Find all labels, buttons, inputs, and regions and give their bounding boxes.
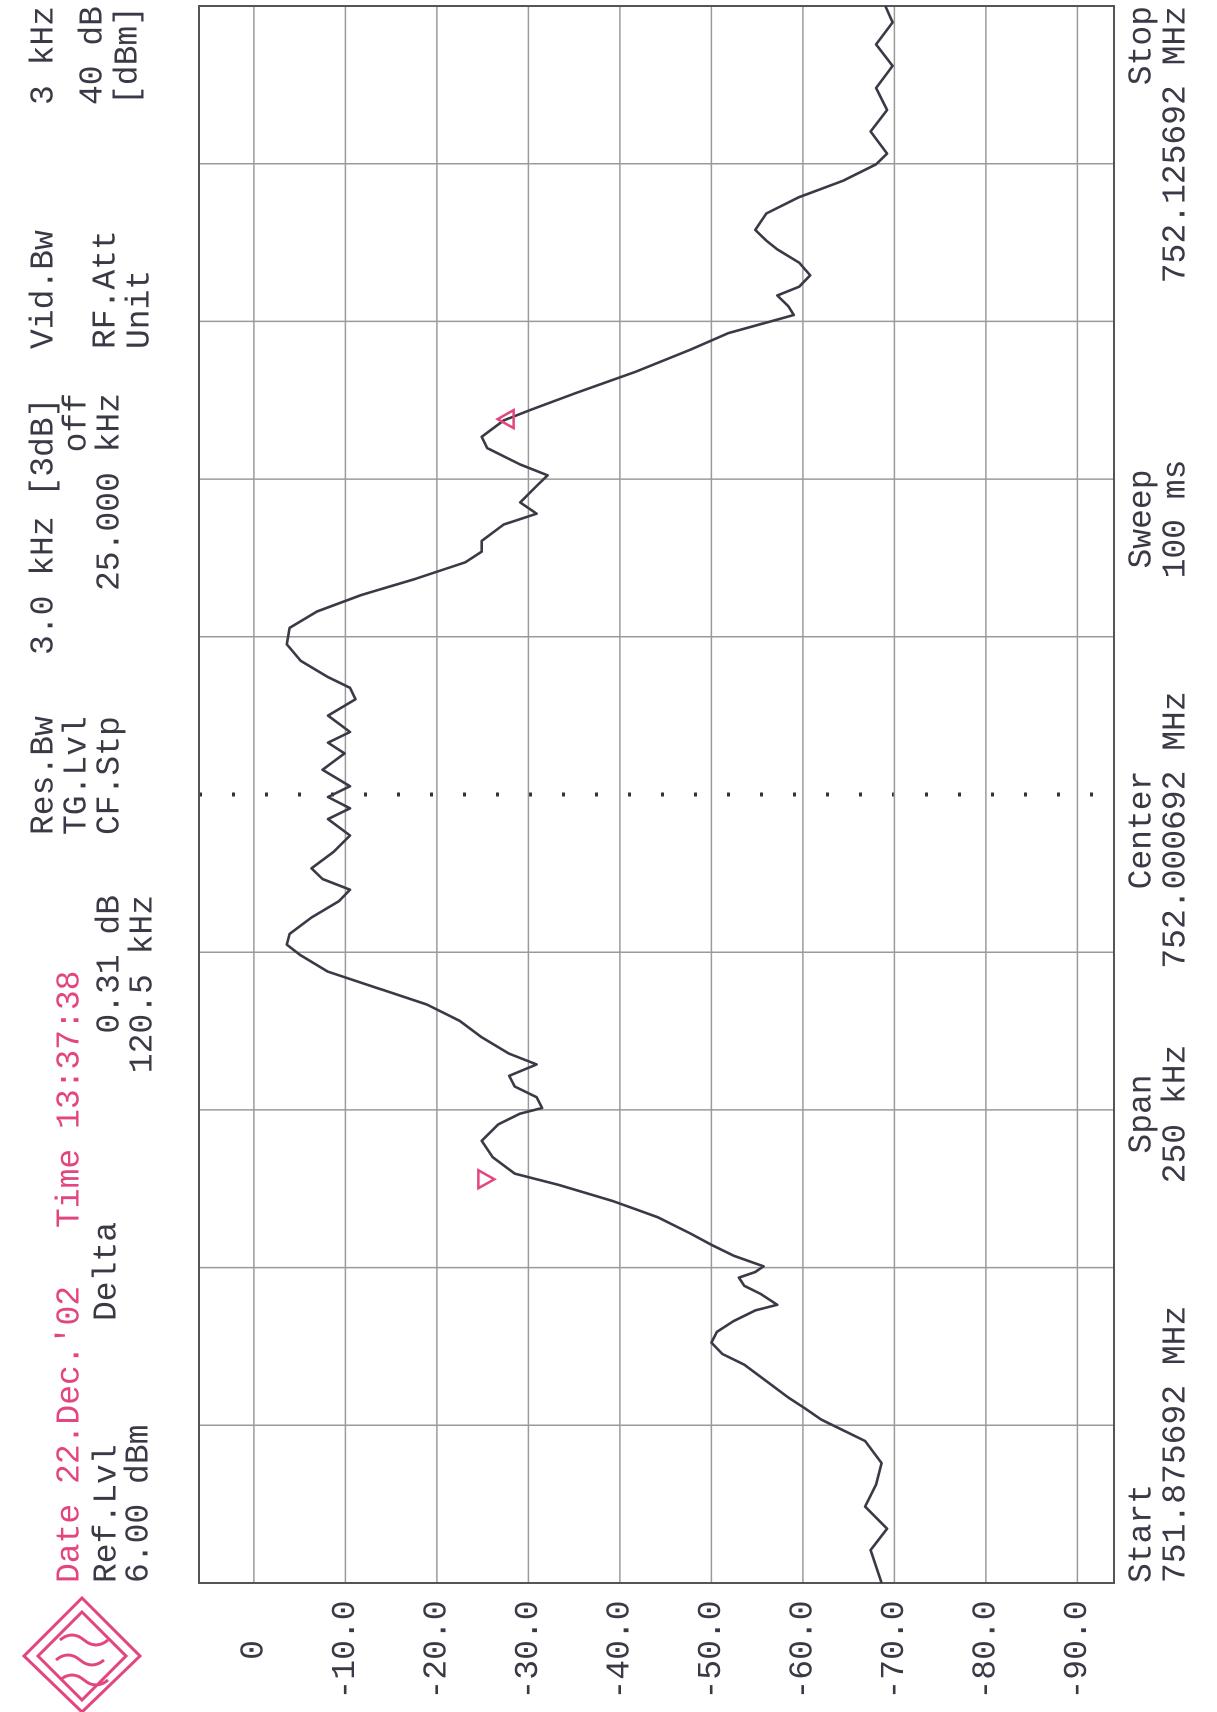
marker <box>477 1168 497 1191</box>
setting-label: 752.000692 MHz <box>1158 691 1195 968</box>
setting-label: 6.00 dBm <box>121 1425 158 1583</box>
setting-label: TG.Lvl <box>59 716 96 835</box>
logo <box>21 1595 143 1712</box>
timestamp: Date 22.Dec.'02 <box>52 1286 89 1583</box>
setting-label: RF.Att <box>88 230 125 349</box>
y-tick-label: -90.0 <box>1059 1600 1096 1699</box>
setting-label: Stop <box>1124 6 1161 85</box>
setting-label: Center <box>1124 771 1161 890</box>
logo-waves <box>55 1633 109 1687</box>
setting-label: 25.000 kHz <box>92 393 129 591</box>
setting-label: [dBm] <box>110 6 147 105</box>
setting-label: CF.Stp <box>92 716 129 835</box>
y-tick-label: -60.0 <box>785 1600 822 1699</box>
setting-label: Unit <box>122 270 159 349</box>
setting-label: 3.0 kHz [3dB] <box>26 398 63 655</box>
trace <box>285 5 894 1584</box>
y-tick-label: -40.0 <box>602 1600 639 1699</box>
setting-label: Sweep <box>1124 469 1161 568</box>
y-tick-label: -30.0 <box>510 1600 547 1699</box>
setting-label: Delta <box>89 1222 126 1321</box>
plot-border <box>198 5 1115 1584</box>
setting-label: off <box>59 393 96 452</box>
rotated-display: 0 -10.0 -20.0 -30.0 -40.0 -50.0 -60.0 -70.0 -80.… <box>26 5 1195 1700</box>
setting-label: Res.Bw <box>26 716 63 835</box>
setting-label: 752.125692 MHz <box>1158 6 1195 283</box>
timestamp: Time 13:37:38 <box>52 971 89 1228</box>
y-tick-label: -80.0 <box>968 1600 1005 1699</box>
setting-label: 100 ms <box>1158 460 1195 579</box>
y-tick-label: -70.0 <box>876 1600 913 1699</box>
logo-diamond <box>21 1595 143 1712</box>
setting-label: 3 kHz <box>26 6 63 105</box>
marker <box>495 407 515 431</box>
setting-label: Start <box>1124 1484 1161 1583</box>
setting-label: 120.5 kHz <box>125 895 162 1073</box>
setting-label: Span <box>1124 1074 1161 1153</box>
setting-label: 250 kHz <box>1158 1045 1195 1184</box>
setting-label: 751.875692 MHz <box>1158 1306 1195 1583</box>
setting-label: 40 dB <box>75 6 112 105</box>
setting-label: Ref.Lvl <box>89 1444 126 1583</box>
setting-label: Vid.Bw <box>26 230 63 349</box>
y-tick-label: -20.0 <box>419 1600 456 1699</box>
y-tick-label: -50.0 <box>693 1600 730 1699</box>
y-tick-label: 0 <box>236 1640 273 1660</box>
y-tick-label: -10.0 <box>327 1600 364 1699</box>
setting-label: 0.31 dB <box>92 895 129 1034</box>
logo-inner <box>35 1609 129 1703</box>
